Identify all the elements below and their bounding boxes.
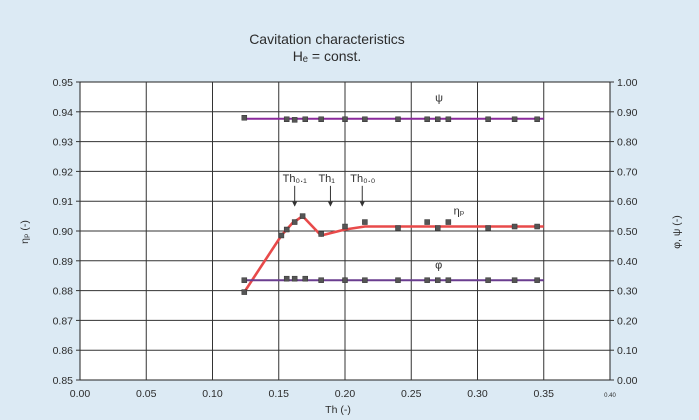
data-point xyxy=(302,275,308,282)
data-point xyxy=(485,116,491,122)
data-point xyxy=(318,116,324,122)
series-label: φ xyxy=(435,259,442,271)
data-point xyxy=(299,213,306,219)
data-point xyxy=(362,116,368,122)
threshold-label: Th₁ xyxy=(318,173,335,185)
data-point xyxy=(395,225,401,231)
y-right-tick-label: 0.60 xyxy=(617,196,638,208)
y-right-tick-label: 0.80 xyxy=(617,137,638,149)
data-point xyxy=(283,116,290,122)
y-left-tick-label: 0.93 xyxy=(53,137,74,149)
grid xyxy=(76,81,614,381)
data-point xyxy=(342,223,348,230)
x-tick-label: 0.00 xyxy=(70,388,91,400)
data-point xyxy=(291,117,298,123)
data-point xyxy=(318,277,324,283)
x-tick-label: 0.25 xyxy=(401,388,422,400)
y-left-tick-label: 0.85 xyxy=(53,375,74,387)
y-right-tick-label: 0.30 xyxy=(617,286,638,298)
data-point xyxy=(278,232,285,239)
data-point xyxy=(485,277,491,283)
x-axis-label: Th (-) xyxy=(325,404,351,416)
data-point xyxy=(534,116,540,122)
y-left-tick-label: 0.95 xyxy=(53,77,74,89)
y-right-tick-label: 0.50 xyxy=(617,226,638,238)
y-left-tick-label: 0.87 xyxy=(53,315,74,327)
x-tick-label: 0.35 xyxy=(534,388,555,400)
data-point xyxy=(485,225,491,231)
data-point xyxy=(283,275,290,282)
threshold-label: Th₀.₁ xyxy=(283,173,307,185)
data-point xyxy=(283,226,290,233)
y-right-tick-label: 0.20 xyxy=(617,315,638,327)
y-right-tick-label: 0.10 xyxy=(617,345,638,357)
data-point xyxy=(342,277,348,283)
x-tick-label: 0.15 xyxy=(269,388,290,400)
data-point xyxy=(362,277,368,283)
data-point xyxy=(445,277,452,283)
y-left-tick-label: 0.90 xyxy=(53,226,74,238)
y-right-tick-label: 0.00 xyxy=(617,375,638,387)
data-point xyxy=(424,277,430,283)
y-left-tick-label: 0.92 xyxy=(53,166,74,178)
data-point xyxy=(241,115,248,121)
data-point xyxy=(318,231,324,237)
y-right-tick-label: 0.70 xyxy=(617,166,638,178)
data-point xyxy=(435,116,441,122)
data-point xyxy=(435,277,441,283)
series-label: ηₚ xyxy=(454,206,465,218)
data-point xyxy=(241,289,248,295)
y-right-tick-label: 1.00 xyxy=(617,77,638,89)
chart-title: Cavitation characteristics xyxy=(249,31,405,47)
data-point xyxy=(511,116,518,122)
series-label: ψ xyxy=(435,92,443,104)
data-point xyxy=(445,116,452,122)
y-left-tick-label: 0.88 xyxy=(53,286,74,298)
threshold-arrowhead xyxy=(327,201,333,207)
threshold-arrowhead xyxy=(292,201,298,207)
data-point xyxy=(342,116,348,122)
data-point xyxy=(435,225,441,231)
y-right-tick-label: 0.40 xyxy=(617,256,638,268)
data-point xyxy=(395,116,401,122)
x-tick-label: 0.10 xyxy=(202,388,223,400)
x-tick-label: 0.20 xyxy=(335,388,356,400)
data-point xyxy=(424,116,430,122)
data-point xyxy=(291,275,298,282)
x-tick-label: 0.05 xyxy=(136,388,157,400)
y-right-tick-label: 0.90 xyxy=(617,107,638,119)
data-point xyxy=(302,116,308,122)
chart-marks: ψ ηₚ φ Th₀.₁ Th₁ Th₀.₀ xyxy=(241,92,544,295)
x-tick-label: 0.30 xyxy=(467,388,488,400)
y-left-tick-label: 0.94 xyxy=(53,107,74,119)
data-point xyxy=(395,277,401,283)
x-tick-label: 0.40 xyxy=(604,393,616,399)
y-axis-label-left: ηₚ (-) xyxy=(19,220,31,244)
y-left-tick-label: 0.89 xyxy=(53,256,74,268)
data-point xyxy=(445,219,452,225)
data-point xyxy=(241,277,248,283)
chart-subtitle: Hₑ = const. xyxy=(293,48,362,64)
y-axis-label-right: φ, ψ (-) xyxy=(671,215,683,249)
data-point xyxy=(534,223,540,230)
tick-labels: 0.00 0.05 0.10 0.15 0.20 0.25 0.30 0.35 0.40 0.95… xyxy=(53,77,638,400)
data-point xyxy=(511,277,518,283)
y-left-tick-label: 0.91 xyxy=(53,196,74,208)
data-point xyxy=(424,219,430,225)
data-point xyxy=(511,223,518,230)
data-point xyxy=(534,277,540,283)
threshold-label: Th₀.₀ xyxy=(350,173,375,185)
threshold-arrowhead xyxy=(359,201,365,207)
data-point xyxy=(291,219,298,225)
y-left-tick-label: 0.86 xyxy=(53,345,74,357)
data-point xyxy=(362,219,368,225)
